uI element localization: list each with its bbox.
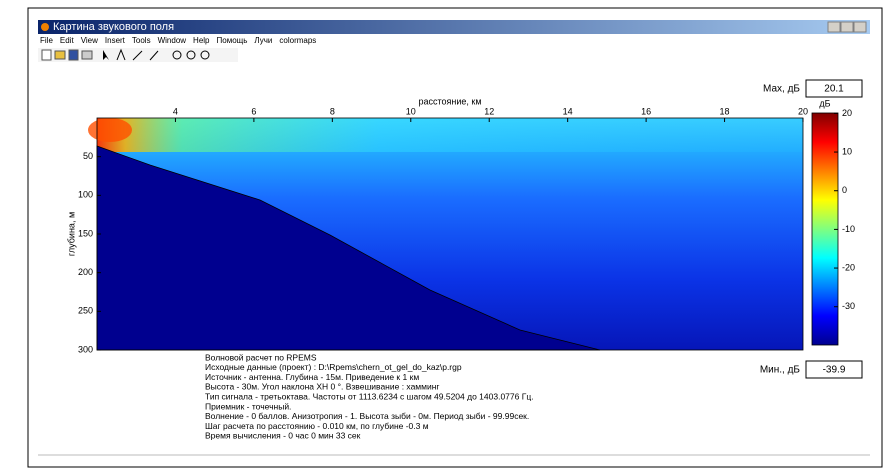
- info-line: Тип сигнала - третьоктава. Частоты от 11…: [205, 391, 534, 401]
- info-line: Шаг расчета по расстоянию - 0.010 км, по…: [205, 421, 429, 431]
- x-tick-label: 6: [251, 106, 256, 116]
- menu-item[interactable]: colormaps: [279, 36, 316, 45]
- y-axis-label: глубина, м: [66, 212, 76, 256]
- menu-item[interactable]: Tools: [132, 36, 151, 45]
- x-tick-label: 8: [330, 106, 335, 116]
- x-tick-label: 16: [641, 106, 651, 116]
- menu-item[interactable]: Помощь: [217, 36, 248, 45]
- heatmap-image: [88, 118, 803, 350]
- colorbar-tick-label: 0: [842, 185, 847, 195]
- info-line: Источник - антенна. Глубина - 15м. Приве…: [205, 372, 419, 382]
- menu-item[interactable]: File: [40, 36, 53, 45]
- window-title: Картина звукового поля: [53, 21, 174, 33]
- info-line: Приемник - точечный.: [205, 401, 291, 411]
- surface-layer: [97, 118, 803, 152]
- min-value: -39.9: [823, 365, 846, 376]
- menu-item[interactable]: Edit: [60, 36, 75, 45]
- menu-item[interactable]: Лучи: [254, 36, 272, 45]
- info-line: Волновой расчет по RPEMS: [205, 352, 317, 362]
- min-label: Мин., дБ: [760, 365, 801, 376]
- screen: Картина звукового поля File Edit View Inser…: [0, 0, 883, 468]
- y-tick-label: 200: [78, 267, 93, 277]
- close-button[interactable]: [854, 22, 866, 32]
- menu-item[interactable]: View: [81, 36, 98, 45]
- app-icon: [41, 23, 49, 31]
- y-tick-label: 50: [83, 151, 93, 161]
- maximize-button[interactable]: [841, 22, 853, 32]
- tool-new[interactable]: [42, 50, 51, 60]
- x-tick-label: 12: [484, 106, 494, 116]
- x-tick-label: 10: [406, 106, 416, 116]
- x-tick-label: 20: [798, 106, 808, 116]
- colorbar-tick-label: -20: [842, 262, 855, 272]
- toolbar: [38, 48, 238, 62]
- tool-save[interactable]: [69, 50, 78, 60]
- menu-item[interactable]: Help: [193, 36, 210, 45]
- y-tick-label: 300: [78, 344, 93, 354]
- colorbar-label: дБ: [819, 98, 830, 108]
- colorbar-tick-label: 20: [842, 108, 852, 118]
- colorbar-tick-label: -30: [842, 301, 855, 311]
- colorbar-tick-label: -10: [842, 224, 855, 234]
- x-tick-label: 14: [563, 106, 573, 116]
- y-tick-label: 150: [78, 228, 93, 238]
- max-value: 20.1: [824, 84, 844, 95]
- x-axis-label: расстояние, км: [418, 96, 481, 106]
- y-tick-label: 100: [78, 190, 93, 200]
- minimize-button[interactable]: [828, 22, 840, 32]
- menu-item[interactable]: Window: [158, 36, 187, 45]
- info-line: Высота - 30м. Угол наклона ХН 0 °. Взвеш…: [205, 382, 440, 392]
- window-buttons: [828, 22, 866, 32]
- info-line: Исходные данные (проект) : D:\Rpems\cher…: [205, 362, 462, 372]
- tool-open[interactable]: [55, 51, 65, 59]
- info-line: Время вычисления - 0 час 0 мин 33 сек: [205, 431, 361, 441]
- tool-print[interactable]: [82, 51, 92, 59]
- y-tick-label: 250: [78, 306, 93, 316]
- info-line: Волнение - 0 баллов. Анизотропия - 1. Вы…: [205, 411, 529, 421]
- x-tick-label: 4: [173, 106, 178, 116]
- x-tick-label: 18: [720, 106, 730, 116]
- source-spot: [88, 118, 132, 142]
- menu-item[interactable]: Insert: [105, 36, 126, 45]
- max-label: Мах, дБ: [763, 84, 800, 95]
- colorbar-tick-label: 10: [842, 146, 852, 156]
